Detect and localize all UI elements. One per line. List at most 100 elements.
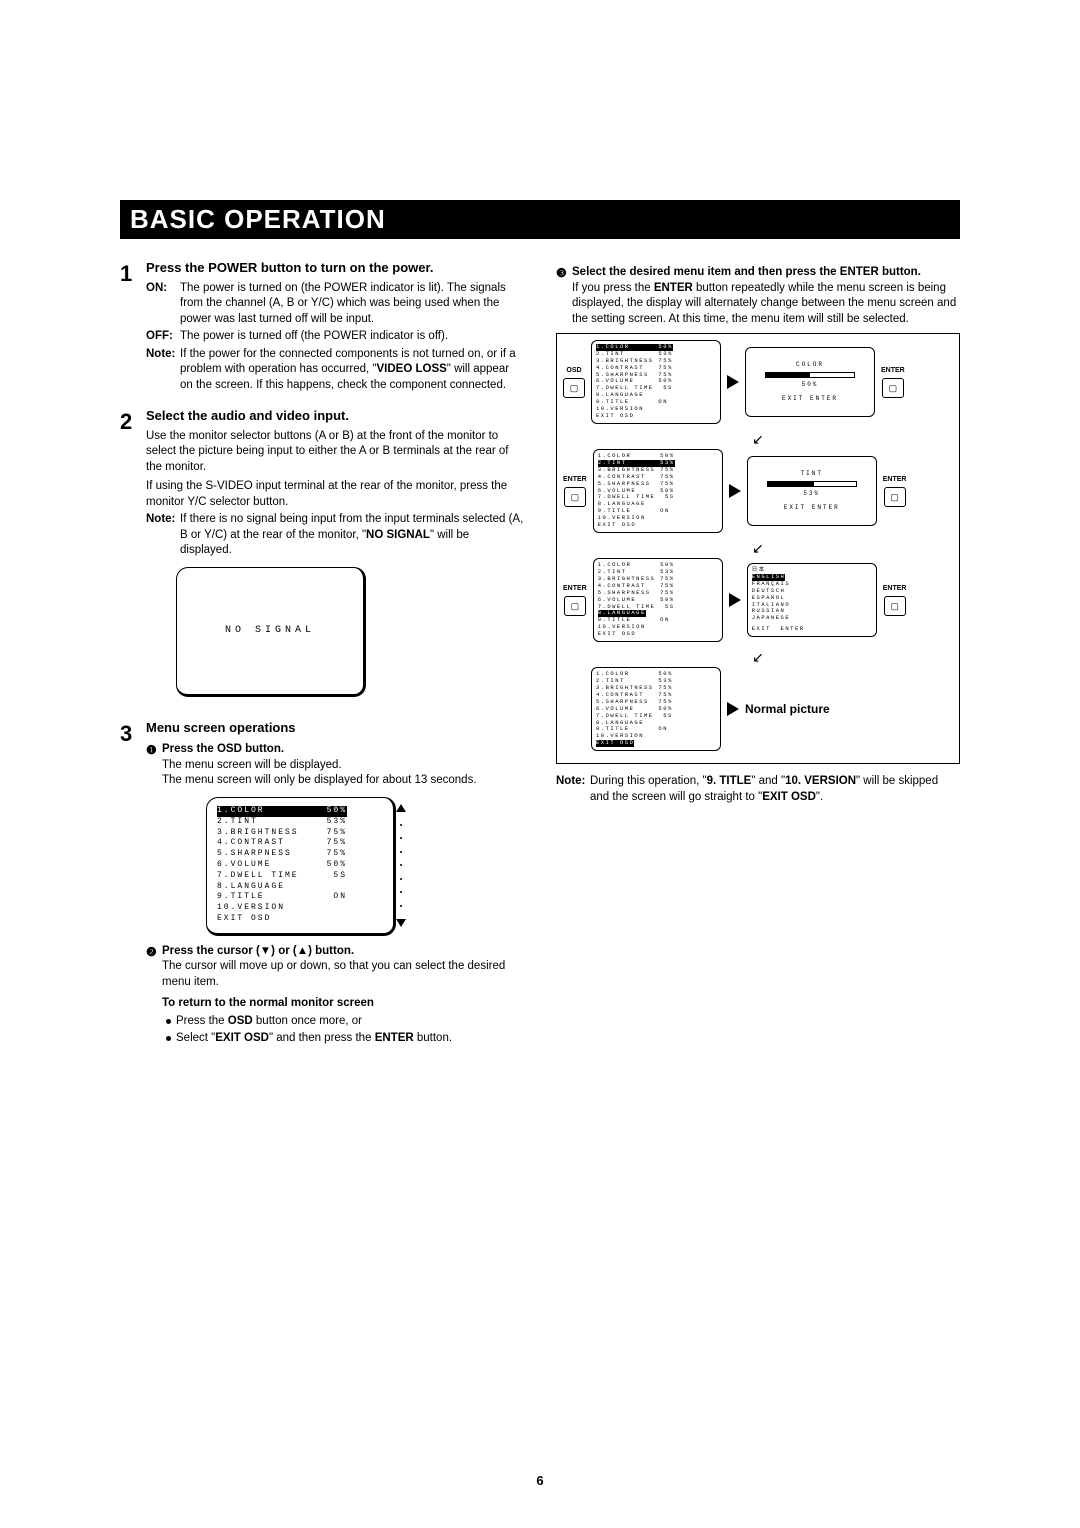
key-icon: ▢ xyxy=(564,596,586,616)
triangle-down-icon xyxy=(396,919,406,927)
substep-3: ❸ Select the desired menu item and then … xyxy=(556,265,960,327)
label: ENTER xyxy=(563,475,587,484)
flow-row-4: 1.COLOR 50%2.TINT 53%3.BRIGHTNESS 75%4.C… xyxy=(563,667,953,751)
setting-value: 53% xyxy=(803,490,820,498)
note-text: If the power for the connected component… xyxy=(180,347,524,394)
setting-value: 50% xyxy=(802,381,819,389)
label: ENTER xyxy=(883,584,907,593)
key-icon: ▢ xyxy=(563,378,585,398)
key-icon: ▢ xyxy=(884,487,906,507)
label: OSD xyxy=(566,366,581,375)
text: Press the xyxy=(176,1015,228,1027)
slider-bar xyxy=(767,481,857,487)
substep-1-icon: ❶ xyxy=(146,742,162,789)
note-label: Note: xyxy=(556,774,590,805)
enter-button-icon: ENTER ▢ xyxy=(883,475,907,506)
note-body: During this operation, "9. TITLE" and "1… xyxy=(590,774,960,805)
slider-bar xyxy=(765,372,855,378)
left-column: 1 Press the POWER button to turn on the … xyxy=(120,259,524,1061)
right-column: ❸ Select the desired menu item and then … xyxy=(556,259,960,1061)
bent-arrow: ↙ xyxy=(563,430,953,450)
substep-3-icon: ❸ xyxy=(556,265,572,327)
return-bullet-1: Press the OSD button once more, or xyxy=(166,1014,524,1030)
text-bold: OSD xyxy=(228,1015,253,1027)
text: During this operation, " xyxy=(590,775,707,787)
text-bold: ENTER xyxy=(375,1032,414,1044)
flow-row-2: ENTER ▢ 1.COLOR 50%2.TINT 53%3.BRIGHTNES… xyxy=(563,449,953,533)
label: ENTER xyxy=(563,584,587,593)
bullet-icon xyxy=(166,1019,171,1024)
arrow-right-icon xyxy=(729,593,741,607)
substep-1: ❶ Press the OSD button. The menu screen … xyxy=(146,742,524,789)
text: " and then press the xyxy=(269,1032,375,1044)
on-label: ON: xyxy=(146,281,180,328)
text: If you press the xyxy=(572,282,654,294)
osd-scroll-indicator xyxy=(395,804,407,927)
note-label: Note: xyxy=(146,347,180,394)
step-1-off: OFF: The power is turned off (the POWER … xyxy=(146,329,524,345)
step-2: 2 Select the audio and video input. Use … xyxy=(120,407,524,705)
bullet-icon xyxy=(166,1036,171,1041)
page-title: BASIC OPERATION xyxy=(120,200,960,239)
key-icon: ▢ xyxy=(884,596,906,616)
step-2-p1: Use the monitor selector buttons (A or B… xyxy=(146,429,524,476)
step-1-number: 1 xyxy=(120,259,146,393)
enter-button-icon: ENTER ▢ xyxy=(881,366,905,397)
step-3: 3 Menu screen operations ❶ Press the OSD… xyxy=(120,719,524,1047)
bent-arrow: ↙ xyxy=(563,539,953,559)
substep-1-p1: The menu screen will be displayed. xyxy=(162,758,524,774)
note-text: If there is no signal being input from t… xyxy=(180,512,524,559)
text: ". xyxy=(816,791,823,803)
note-bold: NO SIGNAL xyxy=(366,529,430,541)
step-1: 1 Press the POWER button to turn on the … xyxy=(120,259,524,393)
key-icon: ▢ xyxy=(564,487,586,507)
label: ENTER xyxy=(883,475,907,484)
off-label: OFF: xyxy=(146,329,180,345)
substep-2: ❷ Press the cursor (▼) or (▲) button. Th… xyxy=(146,944,524,1047)
page-number: 6 xyxy=(0,1473,1080,1488)
return-arrow-icon: ↙ xyxy=(752,649,764,665)
osd-button-icon: OSD ▢ xyxy=(563,366,585,397)
text: button. xyxy=(414,1032,452,1044)
step-2-note: Note: If there is no signal being input … xyxy=(146,512,524,559)
color-setting-screen: COLOR 50% EXIT ENTER xyxy=(745,347,875,417)
exit-text: EXIT ENTER xyxy=(784,504,840,512)
flow-row-1: OSD ▢ 1.COLOR 50%2.TINT 53%3.BRIGHTNESS … xyxy=(563,340,953,424)
note-pre: If there is no signal being input from t… xyxy=(180,513,523,541)
mini-osd-2: 1.COLOR 50%2.TINT 53%3.BRIGHTNESS 75%4.C… xyxy=(593,449,723,533)
substep-3-body: If you press the ENTER button repeatedly… xyxy=(572,281,960,328)
return-title: To return to the normal monitor screen xyxy=(162,996,524,1012)
step-1-title: Press the POWER button to turn on the po… xyxy=(146,259,524,277)
note-label: Note: xyxy=(146,512,180,559)
two-column-layout: 1 Press the POWER button to turn on the … xyxy=(120,259,960,1061)
step-3-title: Menu screen operations xyxy=(146,719,524,737)
arrow-right-icon xyxy=(727,702,739,716)
substep-2-p: The cursor will move up or down, so that… xyxy=(162,959,524,990)
text-bold: ENTER xyxy=(654,282,693,294)
text-bold: EXIT OSD xyxy=(215,1032,269,1044)
bent-arrow: ↙ xyxy=(563,648,953,668)
flow-row-3: ENTER ▢ 1.COLOR 50%2.TINT 53%3.BRIGHTNES… xyxy=(563,558,953,642)
arrow-right-icon xyxy=(729,484,741,498)
setting-title: COLOR xyxy=(796,361,824,369)
substep-1-p2: The menu screen will only be displayed f… xyxy=(162,773,524,789)
enter-button-icon: ENTER ▢ xyxy=(883,584,907,615)
substep-3-title: Select the desired menu item and then pr… xyxy=(572,265,960,281)
exit-text: EXIT ENTER xyxy=(782,395,838,403)
substep-2-title: Press the cursor (▼) or (▲) button. xyxy=(162,944,524,960)
mini-osd-3: 1.COLOR 50%2.TINT 53%3.BRIGHTNESS 75%4.C… xyxy=(593,558,723,642)
flow-diagram: OSD ▢ 1.COLOR 50%2.TINT 53%3.BRIGHTNESS … xyxy=(556,333,960,764)
substep-1-title: Press the OSD button. xyxy=(162,742,524,758)
return-arrow-icon: ↙ xyxy=(752,431,764,447)
mini-osd-1: 1.COLOR 50%2.TINT 53%3.BRIGHTNESS 75%4.C… xyxy=(591,340,721,424)
text: " and " xyxy=(751,775,785,787)
text: Select " xyxy=(176,1032,215,1044)
return-bullet-2: Select "EXIT OSD" and then press the ENT… xyxy=(166,1031,524,1047)
on-text: The power is turned on (the POWER indica… xyxy=(180,281,524,328)
no-signal-screen: NO SIGNAL xyxy=(176,567,366,697)
step-3-number: 3 xyxy=(120,719,146,1047)
osd-menu-screen: 1.COLOR50%2.TINT53%3.BRIGHTNESS75%4.CONT… xyxy=(206,797,396,936)
substep-2-icon: ❷ xyxy=(146,944,162,1047)
label: ENTER xyxy=(881,366,905,375)
triangle-up-icon xyxy=(396,804,406,812)
